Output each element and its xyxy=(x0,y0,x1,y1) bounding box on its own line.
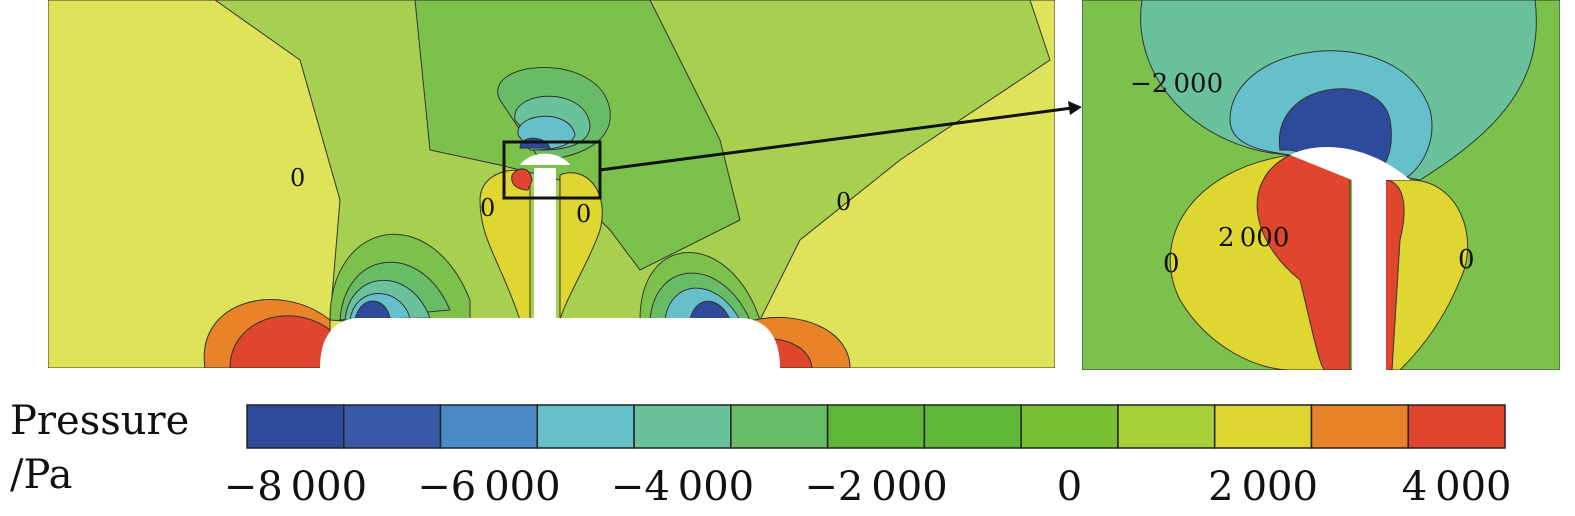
colorbar-segment xyxy=(1117,404,1216,449)
colorbar-tick-label: 4 000 xyxy=(1402,464,1512,510)
colorbar-tick-label: −6 000 xyxy=(417,464,560,510)
contour-label: 0 xyxy=(1163,249,1180,279)
colorbar-segment xyxy=(1020,404,1119,449)
colorbar-tick-label: −2 000 xyxy=(804,464,947,510)
colorbar-unit: /Pa xyxy=(10,452,73,498)
colorbar-segment xyxy=(730,404,829,449)
colorbar-tick-label: −4 000 xyxy=(611,464,754,510)
colorbar-tick-label: −8 000 xyxy=(224,464,367,510)
colorbar-segment xyxy=(1407,404,1506,449)
colorbar-segment xyxy=(1310,404,1409,449)
colorbar-segment xyxy=(343,404,442,449)
main-contour-panel xyxy=(48,0,1055,368)
colorbar-segment xyxy=(536,404,635,449)
colorbar-segment xyxy=(633,404,732,449)
arrow-head-icon xyxy=(1068,101,1082,115)
colorbar-segment xyxy=(439,404,539,449)
contour-label: 0 xyxy=(836,188,851,216)
colorbar-segment xyxy=(923,404,1022,449)
colorbar-tick-label: 0 xyxy=(1057,464,1082,510)
colorbar-title: Pressure xyxy=(10,398,190,444)
contour-label: 0 xyxy=(576,200,591,228)
colorbar-tick-labels: −8 000 −6 000 −4 000 −2 000 0 2 000 4 000 xyxy=(224,464,1512,510)
colorbar-tick-label: 2 000 xyxy=(1208,464,1318,510)
colorbar xyxy=(246,404,1506,449)
colorbar-segment xyxy=(246,404,345,449)
contour-label: 0 xyxy=(1458,245,1475,275)
colorbar-segment xyxy=(1213,404,1313,449)
zoom-contour-panel xyxy=(1082,0,1560,370)
contour-label: 0 xyxy=(290,164,305,192)
colorbar-segment xyxy=(826,404,926,449)
contour-label: 0 xyxy=(480,194,495,222)
contour-label: 2 000 xyxy=(1218,223,1289,253)
zoom-arrow xyxy=(599,106,1073,172)
contour-label: −2 000 xyxy=(1130,69,1223,99)
